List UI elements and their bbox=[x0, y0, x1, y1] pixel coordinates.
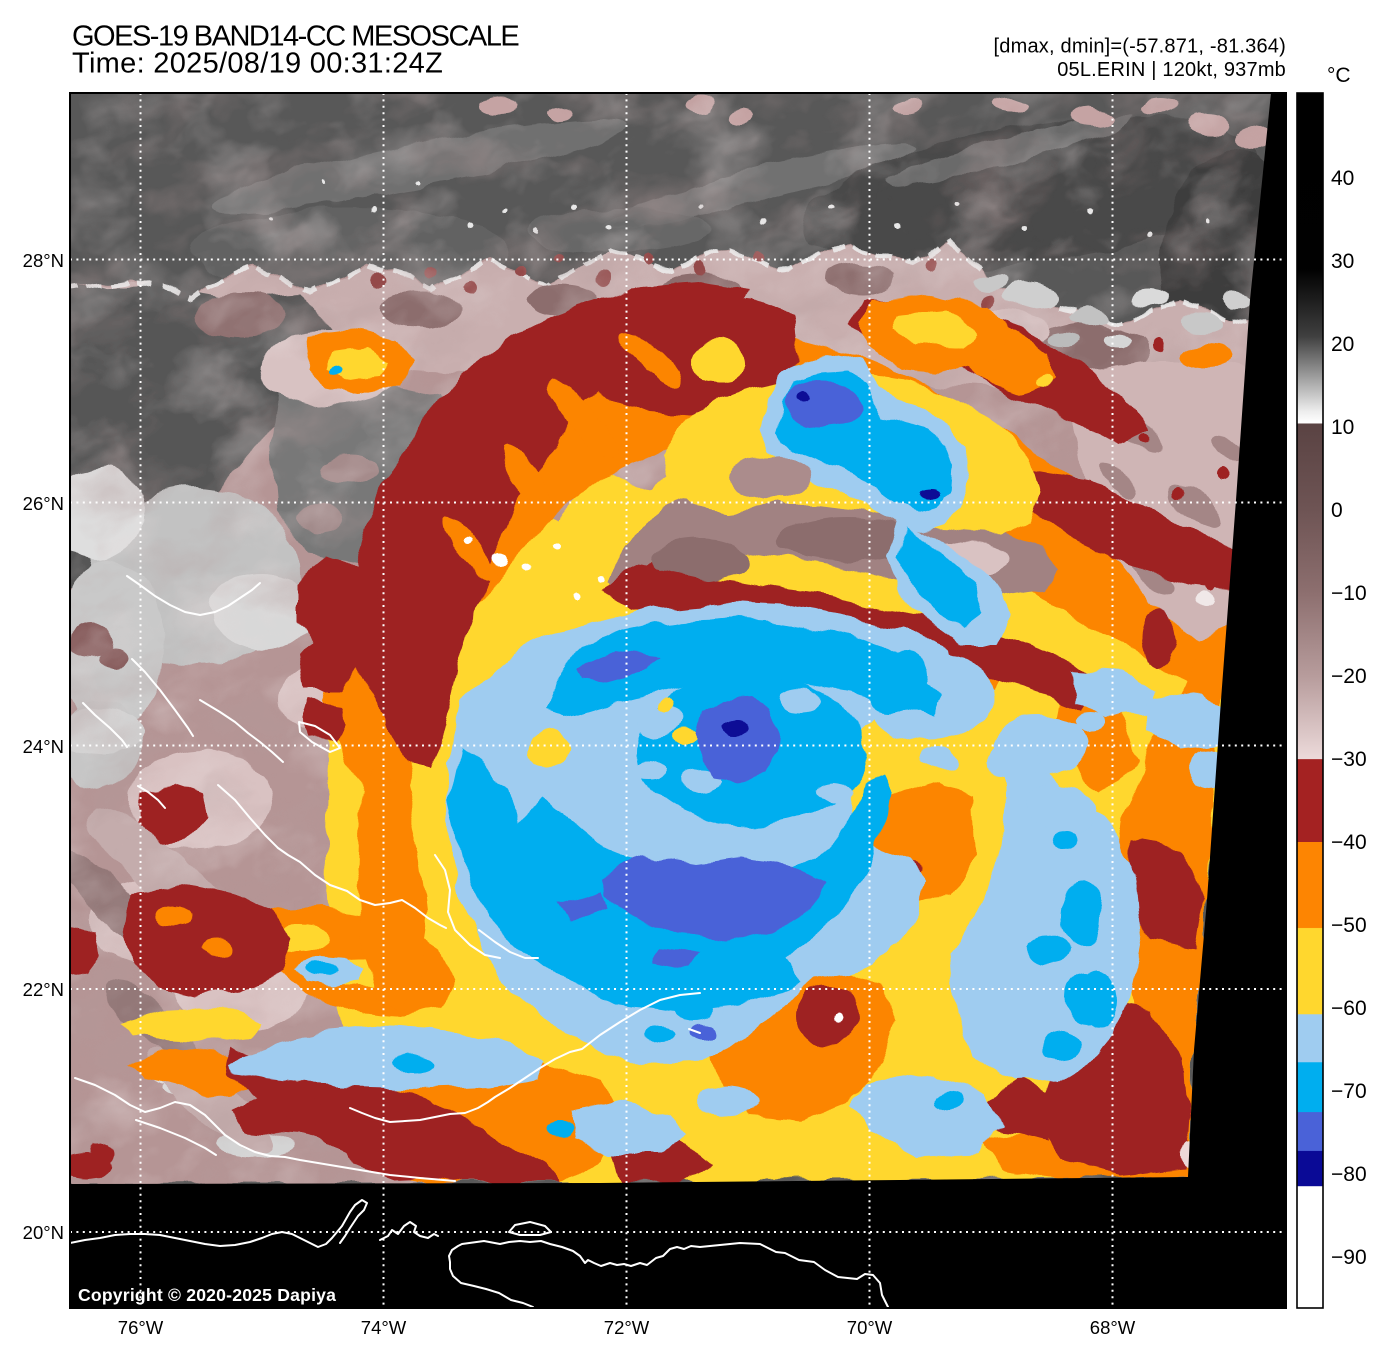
svg-text:30: 30 bbox=[1331, 250, 1354, 273]
svg-text:70°W: 70°W bbox=[847, 1317, 893, 1338]
svg-text:20°N: 20°N bbox=[23, 1222, 64, 1243]
svg-text:Copyright © 2020-2025 Dapiya: Copyright © 2020-2025 Dapiya bbox=[78, 1285, 336, 1305]
svg-text:74°W: 74°W bbox=[361, 1317, 407, 1338]
svg-text:−60: −60 bbox=[1331, 997, 1367, 1020]
svg-text:GOES-19 BAND14-CC MESOSCALE: GOES-19 BAND14-CC MESOSCALE bbox=[72, 21, 519, 53]
svg-text:−20: −20 bbox=[1331, 665, 1367, 688]
svg-text:76°W: 76°W bbox=[118, 1317, 164, 1338]
svg-text:26°N: 26°N bbox=[23, 493, 64, 514]
svg-text:72°W: 72°W bbox=[604, 1317, 650, 1338]
svg-text:−80: −80 bbox=[1331, 1163, 1367, 1186]
svg-text:[dmax, dmin]=(-57.871, -81.364: [dmax, dmin]=(-57.871, -81.364) bbox=[994, 36, 1286, 58]
svg-text:20: 20 bbox=[1331, 333, 1354, 356]
svg-text:05L.ERIN | 120kt, 937mb: 05L.ERIN | 120kt, 937mb bbox=[1057, 59, 1286, 81]
svg-text:−50: −50 bbox=[1331, 914, 1367, 937]
svg-text:−30: −30 bbox=[1331, 748, 1367, 771]
svg-text:−40: −40 bbox=[1331, 831, 1367, 854]
svg-text:24°N: 24°N bbox=[23, 736, 64, 757]
svg-text:68°W: 68°W bbox=[1090, 1317, 1136, 1338]
svg-text:°C: °C bbox=[1327, 64, 1351, 87]
svg-text:−90: −90 bbox=[1331, 1246, 1367, 1269]
svg-text:−10: −10 bbox=[1331, 582, 1367, 605]
svg-text:10: 10 bbox=[1331, 416, 1354, 439]
svg-text:Time: 2025/08/19 00:31:24Z: Time: 2025/08/19 00:31:24Z bbox=[72, 48, 443, 80]
svg-text:40: 40 bbox=[1331, 167, 1354, 190]
svg-text:−70: −70 bbox=[1331, 1080, 1367, 1103]
svg-text:0: 0 bbox=[1331, 499, 1343, 522]
svg-text:28°N: 28°N bbox=[23, 250, 64, 271]
svg-text:22°N: 22°N bbox=[23, 979, 64, 1000]
